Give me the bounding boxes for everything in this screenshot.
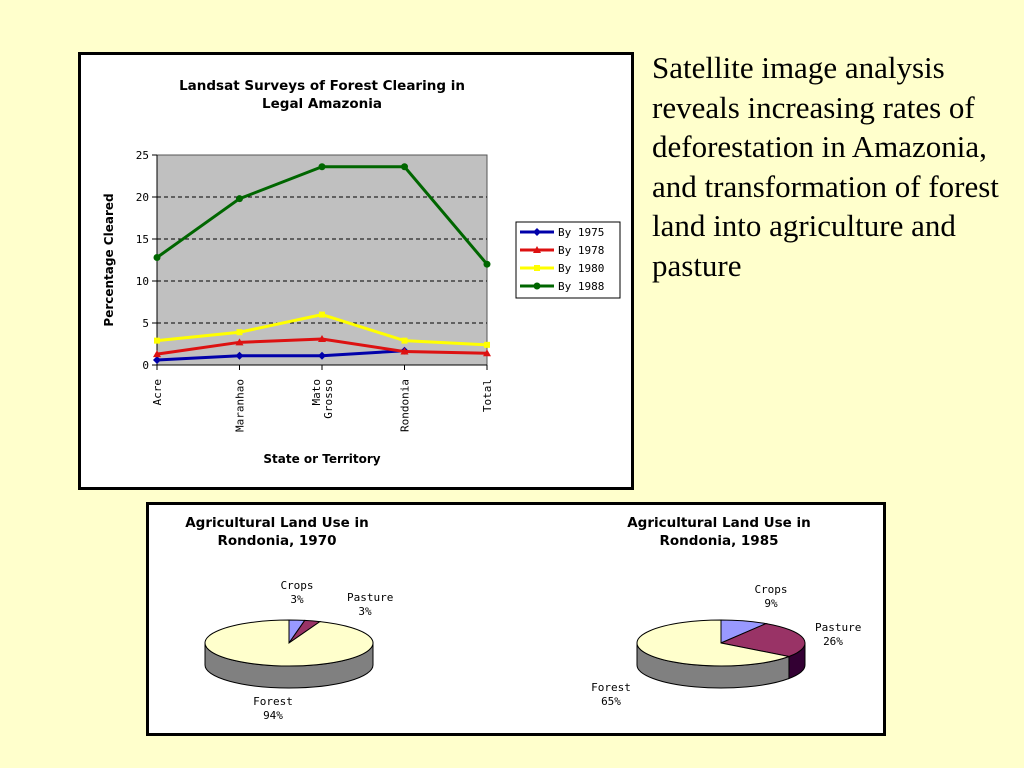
data-point [533, 228, 541, 236]
data-point [401, 337, 408, 344]
x-tick-label: Grosso [322, 379, 335, 419]
legend-label: By 1988 [558, 280, 604, 293]
pie-slice-pasture [719, 623, 806, 658]
y-tick-label: 0 [142, 359, 149, 372]
data-point [153, 350, 161, 358]
data-point [153, 355, 161, 364]
data-point [236, 195, 243, 203]
data-point [236, 329, 243, 336]
series-by-1978 [153, 334, 491, 358]
y-axis-title: Percentage Cleared [102, 193, 116, 326]
legend-label: By 1980 [558, 262, 604, 275]
data-point [484, 341, 490, 348]
pie-label-name: Crops [754, 583, 787, 596]
pie-charts-frame: Agricultural Land Use in Rondonia, 1970 Cr… [146, 502, 886, 736]
data-point [318, 334, 326, 342]
x-tick-label: Mato [310, 379, 323, 406]
pie-label-percent: 65% [601, 695, 621, 708]
pie-label-name: Forest [591, 681, 631, 694]
data-point [483, 260, 491, 268]
pie-label-percent: 3% [358, 605, 372, 618]
pie-slice-forest [204, 619, 374, 667]
series-line [156, 349, 405, 362]
pie-label-percent: 3% [290, 593, 304, 606]
line-chart-frame: Landsat Surveys of Forest Clearing in Leg… [78, 52, 634, 490]
chart-title-line: Legal Amazonia [262, 96, 382, 112]
pie-label-percent: 94% [263, 709, 283, 722]
legend-label: By 1978 [558, 244, 604, 257]
x-axis-title: State or Territory [263, 452, 380, 466]
data-point [400, 347, 409, 355]
y-tick-label: 25 [136, 149, 149, 162]
data-point [154, 337, 160, 344]
legend-box [515, 221, 621, 299]
pie-label-percent: 26% [823, 635, 843, 648]
chart-title-line: Landsat Surveys of Forest Clearing in [179, 78, 465, 94]
data-point [534, 265, 540, 271]
pie-slice-forest [636, 619, 791, 667]
y-tick-label: 10 [136, 275, 149, 288]
x-tick-label: Maranhao [234, 379, 247, 432]
legend-label: By 1975 [558, 226, 604, 239]
slide-caption: Satellite image analysis reveals increas… [652, 50, 999, 283]
pie-title-line: Agricultural Land Use in [627, 515, 811, 531]
pie-title-line: Agricultural Land Use in [185, 515, 369, 531]
pie-title-line: Rondonia, 1985 [660, 533, 779, 549]
y-tick-label: 15 [136, 233, 149, 246]
data-point [318, 163, 326, 171]
pie-label-percent: 9% [764, 597, 778, 610]
data-point [318, 351, 326, 360]
pie-chart-1: Agricultural Land Use in Rondonia, 1970 Cr… [185, 515, 393, 722]
series-by-1988 [153, 163, 491, 268]
data-point [401, 163, 408, 171]
forest-clearing-line-chart: Landsat Surveys of Forest Clearing in Leg… [102, 78, 621, 466]
y-tick-label: 5 [142, 317, 149, 330]
pie-label-name: Forest [253, 695, 293, 708]
series-by-1980 [154, 311, 490, 348]
data-point [235, 338, 244, 346]
x-tick-label: Total [481, 379, 494, 412]
pie-label-name: Pasture [815, 621, 861, 634]
data-point [235, 351, 244, 360]
pie-label-name: Pasture [347, 591, 393, 604]
data-point [319, 311, 325, 318]
plot-area [156, 154, 488, 366]
data-point [533, 282, 541, 290]
data-point [153, 253, 161, 261]
y-tick-label: 20 [136, 191, 149, 204]
pie-chart-2: Agricultural Land Use in Rondonia, 1985 Cr… [591, 515, 861, 708]
data-point [533, 246, 541, 253]
x-tick-label: Rondonia [399, 379, 412, 432]
land-use-pie-charts: Agricultural Land Use in Rondonia, 1970 Cr… [185, 515, 861, 722]
data-point [483, 349, 491, 357]
pie-title-line: Rondonia, 1970 [218, 533, 337, 549]
pie-label-name: Crops [280, 579, 313, 592]
x-tick-label: Acre [151, 379, 164, 406]
